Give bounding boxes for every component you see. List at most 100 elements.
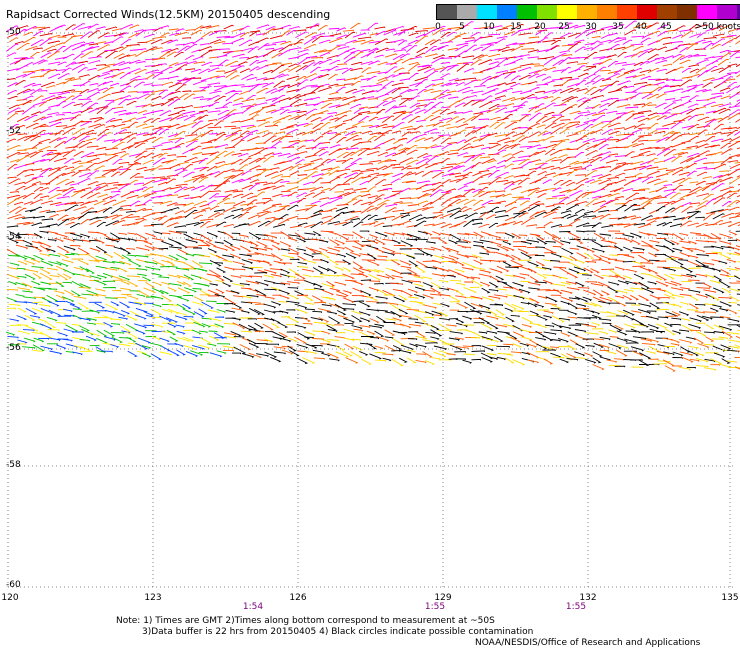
wind-barb (583, 73, 596, 80)
wind-barb (150, 295, 164, 300)
wind-barb (721, 138, 733, 143)
wind-barb (695, 293, 709, 299)
wind-barb (350, 158, 362, 165)
wind-barb (288, 47, 302, 51)
wind-barb (439, 151, 450, 156)
wind-barb (345, 39, 357, 44)
wind-barb (487, 160, 497, 164)
wind-barb (199, 166, 210, 172)
wind-barb (425, 144, 438, 150)
wind-barb (505, 294, 517, 298)
wind-barb (662, 145, 674, 152)
wind-barb (296, 357, 309, 365)
wind-barb (528, 36, 540, 39)
wind-barb (80, 233, 91, 238)
wind-barb (575, 343, 586, 349)
wind-barb (361, 175, 372, 179)
wind-barb (495, 70, 509, 74)
wind-barb (118, 343, 131, 347)
wind-barb (159, 200, 173, 205)
wind-barb (281, 349, 294, 355)
wind-barb (367, 268, 380, 274)
wind-barb (638, 202, 652, 211)
wind-barb (502, 97, 516, 102)
wind-barb (231, 135, 244, 142)
wind-barb (406, 159, 419, 166)
wind-barb (695, 222, 708, 228)
wind-barb (457, 206, 468, 213)
wind-barb (503, 323, 516, 329)
wind-barb (439, 117, 453, 122)
wind-barb (721, 330, 734, 338)
wind-barb (329, 176, 341, 183)
wind-barb (48, 253, 61, 258)
wind-barb (127, 91, 138, 93)
wind-barb (40, 260, 54, 267)
wind-barb (728, 140, 740, 148)
wind-barb (328, 169, 340, 176)
wind-barb (471, 176, 483, 183)
wind-barb (536, 226, 546, 229)
wind-barb (566, 83, 580, 88)
wind-barb (585, 65, 597, 68)
wind-barb (694, 157, 708, 163)
wind-barb (494, 95, 506, 100)
wind-barb (334, 96, 347, 101)
wind-barb (528, 131, 541, 138)
wind-barb (385, 203, 398, 207)
wind-barb (462, 116, 477, 124)
wind-barb (335, 67, 349, 71)
wind-barb (57, 91, 71, 96)
wind-barb (672, 55, 685, 64)
wind-barb (312, 267, 324, 274)
wind-barb (497, 137, 511, 143)
wind-barb (214, 120, 224, 127)
wind-barb (273, 223, 286, 228)
wind-barb (247, 258, 262, 263)
notes: Note: 1) Times are GMT 2)Times along bot… (116, 616, 533, 638)
wind-barb (359, 230, 370, 233)
wind-barb (704, 343, 715, 347)
wind-barb (473, 244, 485, 248)
wind-barb (441, 255, 455, 261)
wind-barb (366, 295, 378, 302)
wind-barb (558, 154, 568, 159)
wind-barb (415, 184, 429, 191)
wind-barb (351, 113, 363, 120)
wind-barb (118, 161, 130, 165)
wind-barb (399, 88, 412, 95)
wind-barb (670, 280, 683, 286)
wind-barb (137, 289, 150, 298)
wind-barb (197, 268, 208, 273)
wind-barb (711, 245, 724, 250)
wind-barb (341, 68, 353, 75)
wind-barb (182, 336, 194, 342)
wind-barb (326, 158, 337, 164)
wind-barb (712, 345, 726, 352)
wind-barb (665, 315, 678, 317)
wind-barb (73, 206, 87, 211)
wind-barb (553, 53, 567, 60)
wind-barb (720, 190, 733, 197)
wind-barb (383, 194, 396, 200)
wind-barb (655, 308, 669, 311)
wind-barb (552, 245, 562, 249)
wind-barb (174, 315, 188, 321)
wind-barb (617, 310, 629, 316)
wind-barb (686, 43, 697, 51)
wind-barb (288, 337, 298, 343)
wind-barb (591, 322, 601, 327)
wind-barb (561, 255, 574, 262)
wind-barb (678, 259, 688, 262)
wind-barb (277, 219, 290, 225)
wind-barb (367, 214, 378, 221)
wind-barb (697, 129, 708, 136)
wind-barb (302, 62, 316, 71)
wind-barb (192, 210, 207, 215)
wind-barb (422, 64, 433, 68)
wind-barb (637, 117, 650, 123)
wind-barb (473, 36, 484, 43)
wind-barb (694, 248, 706, 253)
wind-barb (302, 268, 315, 273)
wind-barb (520, 251, 533, 259)
